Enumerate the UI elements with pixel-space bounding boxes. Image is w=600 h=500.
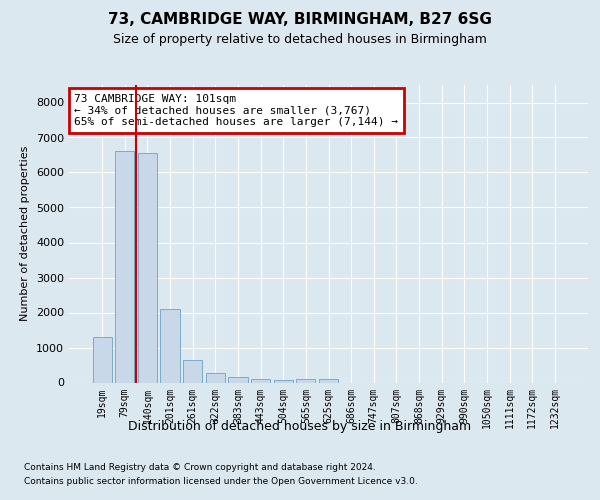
Bar [319,379,338,382]
Bar [138,153,157,382]
Bar [229,377,248,382]
Text: Size of property relative to detached houses in Birmingham: Size of property relative to detached ho… [113,32,487,46]
Bar [183,360,202,382]
Bar [206,372,225,382]
Bar [251,379,270,382]
Text: Contains public sector information licensed under the Open Government Licence v3: Contains public sector information licen… [24,478,418,486]
Bar [274,380,293,382]
Bar [115,152,134,382]
Bar [296,379,316,382]
Text: 73 CAMBRIDGE WAY: 101sqm
← 34% of detached houses are smaller (3,767)
65% of sem: 73 CAMBRIDGE WAY: 101sqm ← 34% of detach… [74,94,398,127]
Text: 73, CAMBRIDGE WAY, BIRMINGHAM, B27 6SG: 73, CAMBRIDGE WAY, BIRMINGHAM, B27 6SG [108,12,492,28]
Bar [92,337,112,382]
Text: Contains HM Land Registry data © Crown copyright and database right 2024.: Contains HM Land Registry data © Crown c… [24,462,376,471]
Y-axis label: Number of detached properties: Number of detached properties [20,146,31,322]
Text: Distribution of detached houses by size in Birmingham: Distribution of detached houses by size … [128,420,472,433]
Bar [160,309,180,382]
